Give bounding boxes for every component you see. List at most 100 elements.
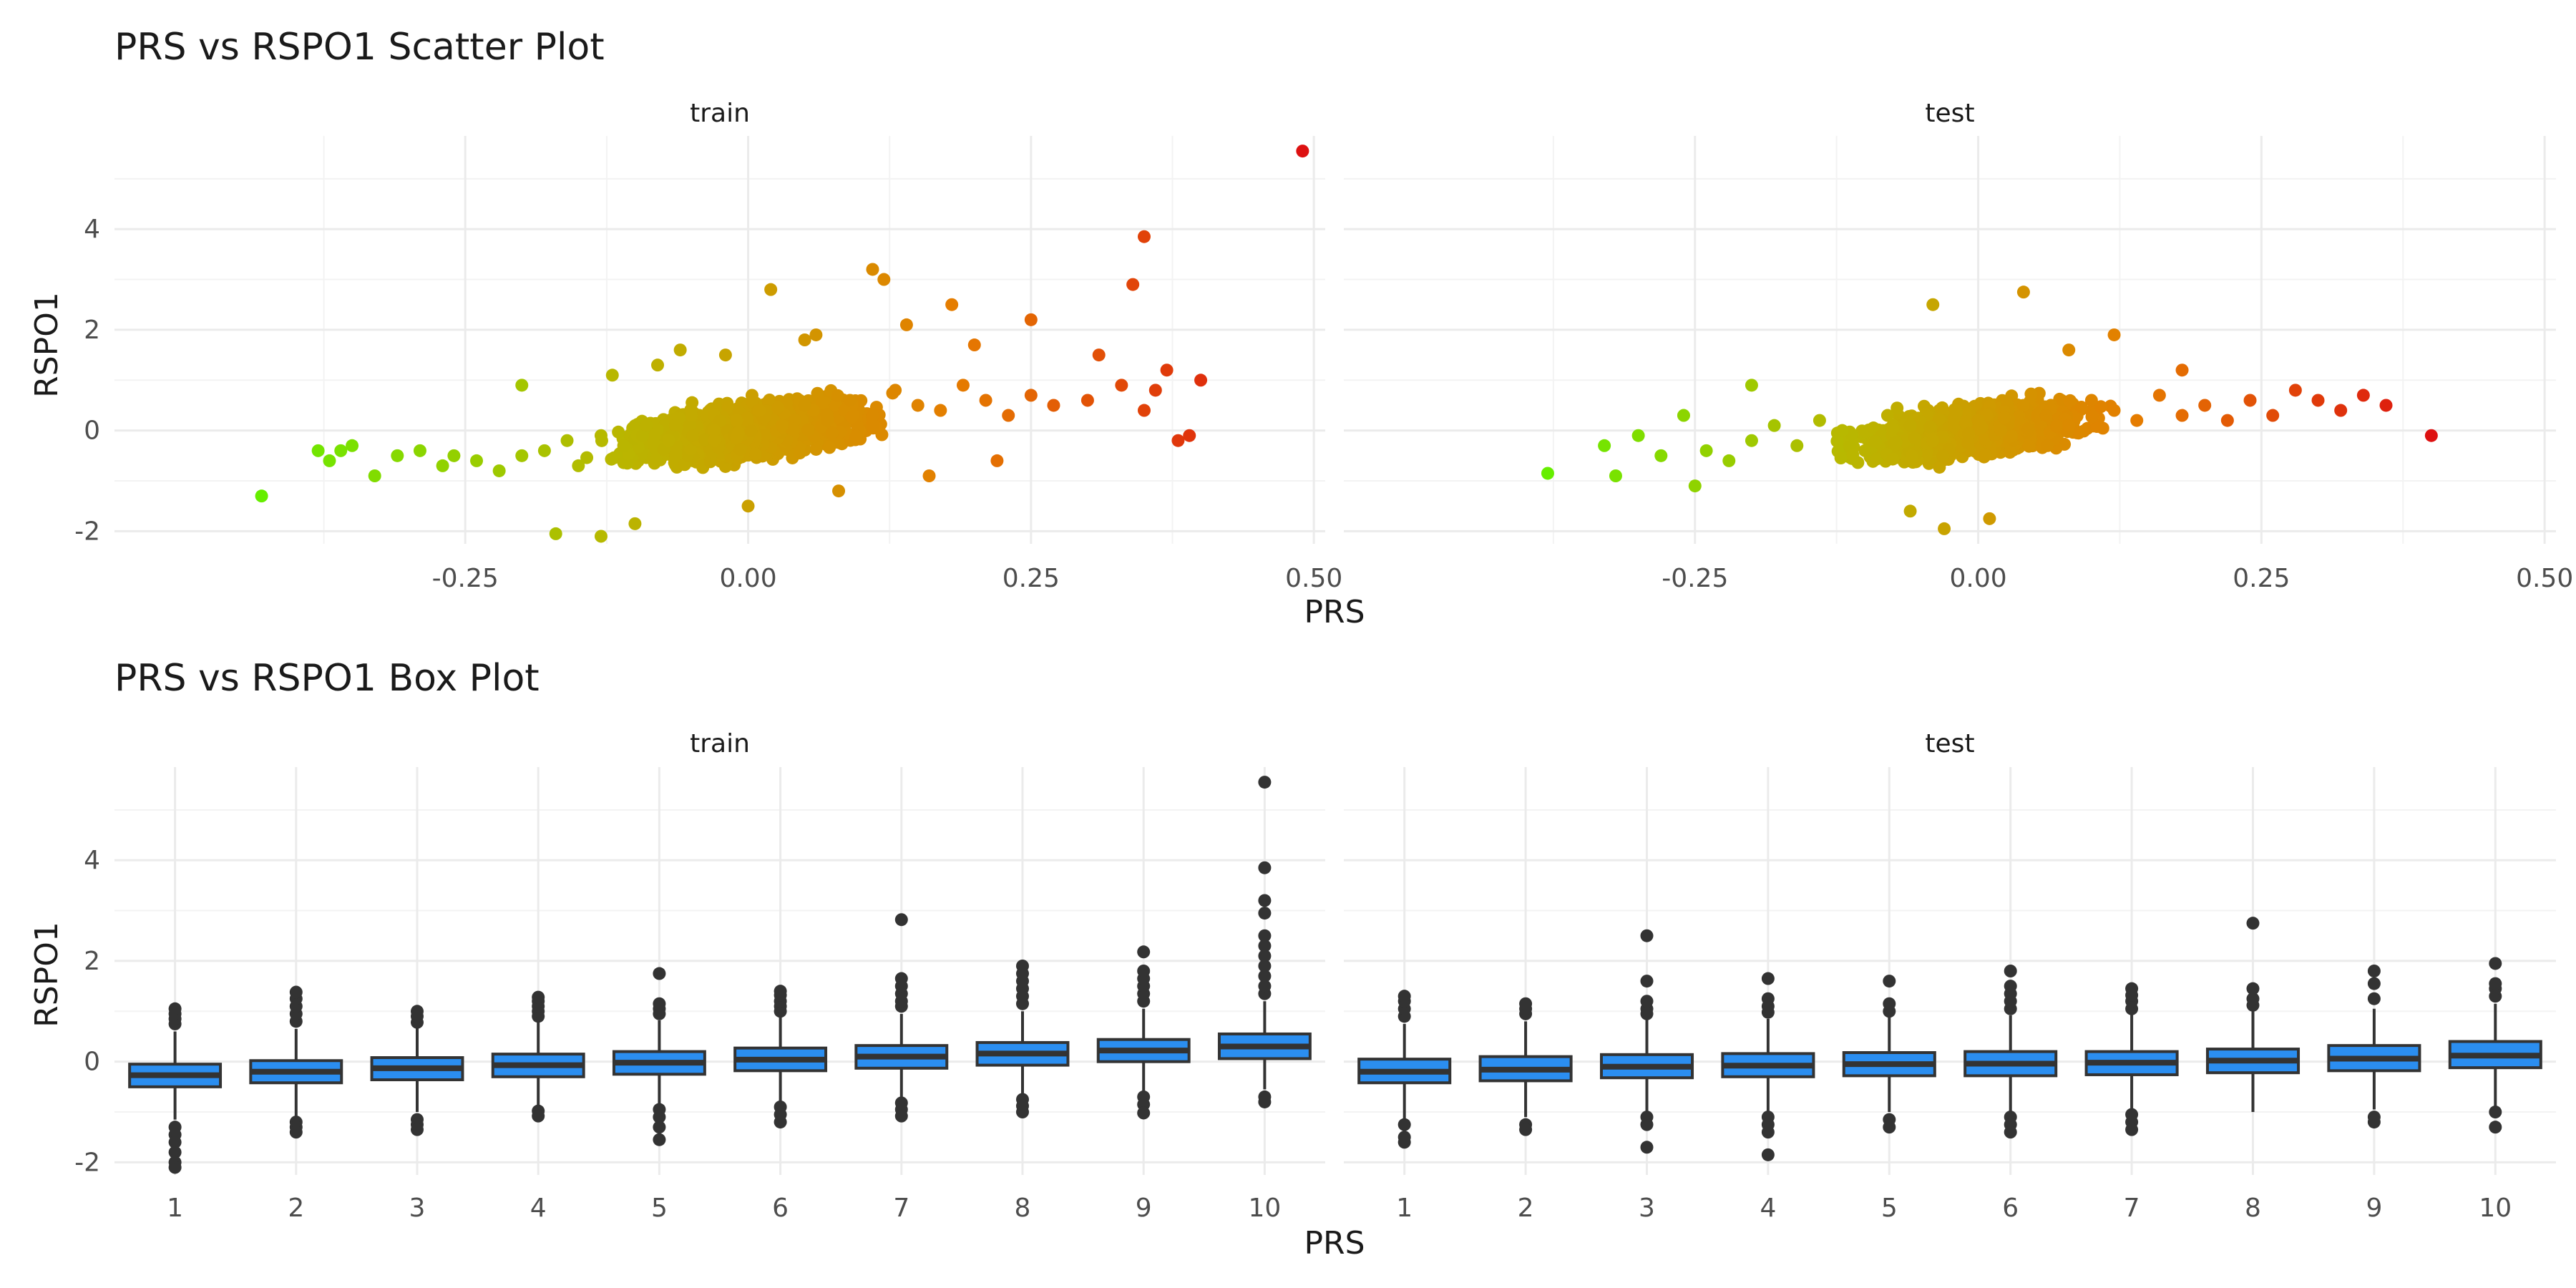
box-1: [128, 1002, 223, 1174]
scatter-point: [1194, 374, 1208, 387]
box-outlier: [653, 1121, 666, 1134]
box-outlier: [653, 1133, 666, 1146]
box-outlier: [2125, 1123, 2139, 1136]
scatter-point: [2288, 384, 2302, 397]
box-outlier: [411, 1123, 424, 1136]
y-tick-label: 4: [84, 215, 100, 244]
scatter-point: [669, 449, 683, 462]
y-tick-label: -2: [74, 1148, 100, 1177]
box-outlier: [1258, 907, 1272, 920]
box-outlier: [168, 1161, 182, 1174]
scatter-point: [334, 444, 348, 457]
scatter-point: [436, 459, 449, 472]
scatter-point: [1908, 431, 1921, 445]
scatter-point: [832, 484, 846, 498]
box-5: [1842, 975, 1936, 1134]
box-strip-train: train: [690, 729, 750, 758]
scatter-point: [1890, 401, 1904, 415]
scatter-point: [1938, 522, 1951, 535]
scatter-point: [1983, 512, 1996, 525]
x-tick-label: 2: [1518, 1194, 1534, 1223]
scatter-plot: PRS vs RSPO1 Scatter Plot train test -0.…: [29, 26, 2573, 630]
x-tick-label: -0.25: [432, 564, 499, 593]
scatter-point: [2024, 387, 2038, 401]
box-outlier: [1761, 1148, 1775, 1161]
scatter-point: [922, 469, 936, 482]
scatter-point: [748, 447, 762, 461]
scatter-point: [721, 400, 735, 414]
scatter-point: [956, 379, 970, 392]
scatter-point: [2198, 399, 2212, 412]
scatter-point: [1745, 434, 1758, 447]
scatter-point: [741, 411, 754, 425]
scatter-point: [708, 434, 721, 447]
x-tick-label: 9: [1136, 1194, 1152, 1223]
scatter-point: [733, 443, 747, 457]
scatter-point: [537, 444, 551, 457]
box-outlier: [1397, 1118, 1411, 1131]
scatter-point: [1997, 411, 2011, 424]
scatter-point: [1126, 278, 1140, 291]
scatter-point: [1858, 444, 1872, 457]
y-tick-label: 0: [84, 1048, 100, 1077]
scatter-point: [572, 459, 585, 472]
box-outlier: [2004, 1126, 2017, 1139]
box-outlier: [2489, 957, 2502, 970]
scatter-point: [470, 454, 484, 467]
x-tick-label: 0.25: [2233, 564, 2290, 593]
scatter-point: [608, 451, 621, 464]
box-2: [249, 985, 343, 1139]
scatter-point: [594, 530, 608, 543]
box-outlier: [1761, 1126, 1775, 1139]
box-outlier: [1137, 1106, 1151, 1120]
scatter-y-axis-label: RSPO1: [29, 292, 65, 398]
x-tick-label: 0.50: [2516, 564, 2573, 593]
scatter-point: [798, 333, 811, 346]
box-outlier: [653, 967, 666, 980]
box-4: [491, 990, 585, 1123]
box-outlier: [1640, 929, 1654, 942]
scatter-point: [628, 419, 642, 432]
box-outlier: [1258, 959, 1272, 972]
scatter-panel-test: -0.25 0.00 0.25 0.50: [1344, 136, 2573, 593]
box-outlier: [1258, 980, 1272, 993]
box-outlier: [1640, 975, 1654, 988]
scatter-point: [2379, 399, 2393, 412]
y-tick-label: 4: [84, 846, 100, 875]
scatter-point: [2016, 399, 2030, 412]
scatter-point: [867, 421, 880, 435]
scatter-point: [729, 431, 743, 445]
scatter-point: [1926, 434, 1940, 447]
box-3: [370, 1005, 464, 1136]
scatter-panel-train: -0.25 0.00 0.25 0.50: [114, 136, 1342, 593]
box-outlier: [1258, 861, 1272, 874]
scatter-point: [793, 447, 806, 460]
scatter-point: [649, 453, 663, 467]
scatter-point: [2424, 429, 2438, 442]
scatter-point: [2266, 409, 2280, 422]
scatter-point: [1936, 449, 1950, 463]
scatter-point: [1846, 448, 1860, 462]
box-outlier: [1258, 970, 1272, 983]
scatter-point: [809, 328, 823, 341]
scatter-point: [1598, 439, 1611, 452]
scatter-x-axis-label: PRS: [1304, 594, 1365, 630]
scatter-point: [605, 369, 619, 382]
scatter-point: [391, 449, 404, 462]
scatter-point: [346, 439, 359, 452]
scatter-point: [911, 399, 924, 412]
scatter-point: [492, 464, 506, 477]
scatter-point: [1971, 414, 1985, 427]
scatter-point: [368, 469, 381, 482]
scatter-point: [979, 394, 992, 407]
y-tick-label: 0: [84, 416, 100, 446]
box-3: [1599, 929, 1694, 1154]
box-outlier: [1258, 929, 1272, 942]
box-8: [975, 959, 1070, 1119]
scatter-point: [255, 489, 268, 503]
scatter-point: [628, 517, 642, 530]
scatter-point: [2130, 414, 2144, 427]
box-outlier: [289, 1126, 303, 1139]
